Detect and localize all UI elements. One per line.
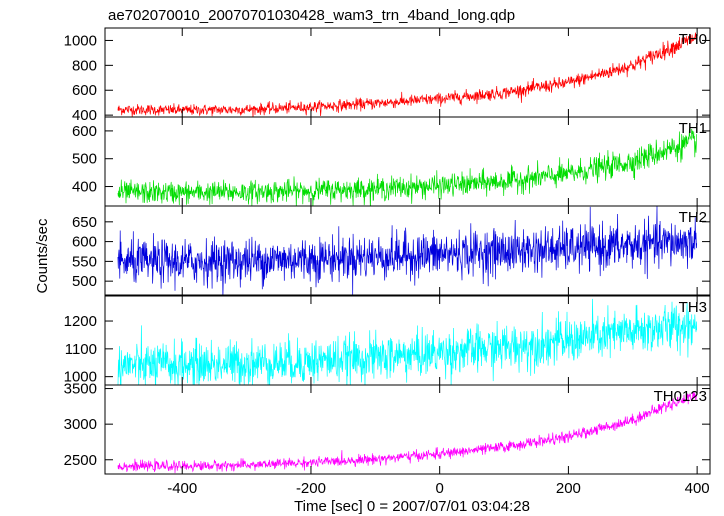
x-tick-label: 0 [436, 480, 444, 497]
panel-label: TH1 [679, 120, 707, 137]
series-line-th0 [117, 32, 698, 117]
x-tick-label: 200 [556, 480, 581, 497]
chart-title: ae702070010_20070701030428_wam3_trn_4ban… [108, 7, 515, 24]
panel-frame [104, 384, 711, 475]
panel-th3: 1000 1100 1200 TH3 [64, 295, 711, 386]
panel-th0: 400 600 800 1000 TH0 [64, 27, 711, 124]
panel-label: TH3 [679, 299, 707, 316]
series-line-th0123 [117, 391, 698, 474]
panel-frame [104, 205, 711, 296]
x-tick-label: 400 [685, 480, 710, 497]
y-tick-label: 650 [72, 214, 97, 231]
y-tick-label: 1100 [65, 341, 97, 358]
panel-label: TH0 [679, 31, 707, 48]
y-tick-label: 600 [72, 123, 97, 140]
series-line-th2 [117, 206, 698, 295]
y-axis-label: Counts/sec [34, 218, 51, 294]
panel-th1: 400 500 600 TH1 [72, 116, 711, 207]
y-tick-label: 3500 [64, 381, 97, 398]
y-tick-label: 2500 [64, 452, 97, 469]
x-axis-label: Time [sec] 0 = 2007/07/01 03:04:28 [294, 498, 530, 515]
y-tick-label: 600 [72, 234, 97, 251]
y-tick-label: 800 [72, 57, 97, 74]
y-tick-label: 500 [72, 273, 97, 290]
panel-th0123: 2500 3000 3500 TH0123 [64, 381, 711, 475]
y-tick-label: 1200 [64, 313, 97, 330]
y-tick-label: 400 [72, 107, 97, 124]
y-tick-label: 500 [72, 151, 97, 168]
y-tick-label: 400 [72, 179, 97, 196]
x-tick-label: -400 [167, 480, 197, 497]
panel-th2: 500 550 600 650 TH2 [72, 205, 711, 296]
y-tick-label: 3000 [64, 416, 97, 433]
panel-label: TH2 [679, 209, 707, 226]
y-tick-label: 600 [72, 82, 97, 99]
y-tick-label: 1000 [64, 32, 97, 49]
y-tick-label: 1000 [64, 369, 97, 386]
panel-label: TH0123 [654, 388, 707, 405]
y-tick-label: 550 [72, 253, 97, 270]
series-line-th1 [117, 128, 698, 206]
series-line-th3 [117, 298, 698, 385]
x-tick-label: -200 [296, 480, 326, 497]
